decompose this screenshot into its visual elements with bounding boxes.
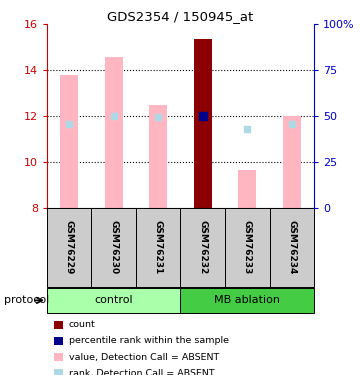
Text: GSM76232: GSM76232 xyxy=(198,220,207,274)
Bar xyxy=(194,39,212,208)
Bar xyxy=(238,170,256,208)
Point xyxy=(289,121,295,127)
Bar xyxy=(91,208,136,287)
Text: percentile rank within the sample: percentile rank within the sample xyxy=(69,336,229,345)
Bar xyxy=(180,288,314,313)
Bar xyxy=(149,105,167,208)
Bar xyxy=(47,288,180,313)
Text: GSM76230: GSM76230 xyxy=(109,220,118,274)
Point xyxy=(155,114,161,120)
Text: control: control xyxy=(95,296,133,305)
Text: GSM76233: GSM76233 xyxy=(243,220,252,274)
Bar xyxy=(136,208,180,287)
Text: rank, Detection Call = ABSENT: rank, Detection Call = ABSENT xyxy=(69,369,214,375)
Bar xyxy=(225,208,270,287)
Point xyxy=(66,121,72,127)
Bar xyxy=(60,75,78,208)
Point xyxy=(200,113,206,119)
Bar xyxy=(283,116,301,208)
Bar xyxy=(180,208,225,287)
Text: GSM76229: GSM76229 xyxy=(65,220,74,274)
Text: value, Detection Call = ABSENT: value, Detection Call = ABSENT xyxy=(69,352,219,362)
Title: GDS2354 / 150945_at: GDS2354 / 150945_at xyxy=(107,10,254,23)
Point xyxy=(111,113,117,119)
Text: GSM76234: GSM76234 xyxy=(287,220,296,274)
Point xyxy=(244,126,250,132)
Bar xyxy=(47,208,91,287)
Text: protocol: protocol xyxy=(4,296,49,305)
Text: MB ablation: MB ablation xyxy=(214,296,280,305)
Bar xyxy=(105,57,123,208)
Text: GSM76231: GSM76231 xyxy=(154,220,163,274)
Text: count: count xyxy=(69,320,95,329)
Bar xyxy=(270,208,314,287)
